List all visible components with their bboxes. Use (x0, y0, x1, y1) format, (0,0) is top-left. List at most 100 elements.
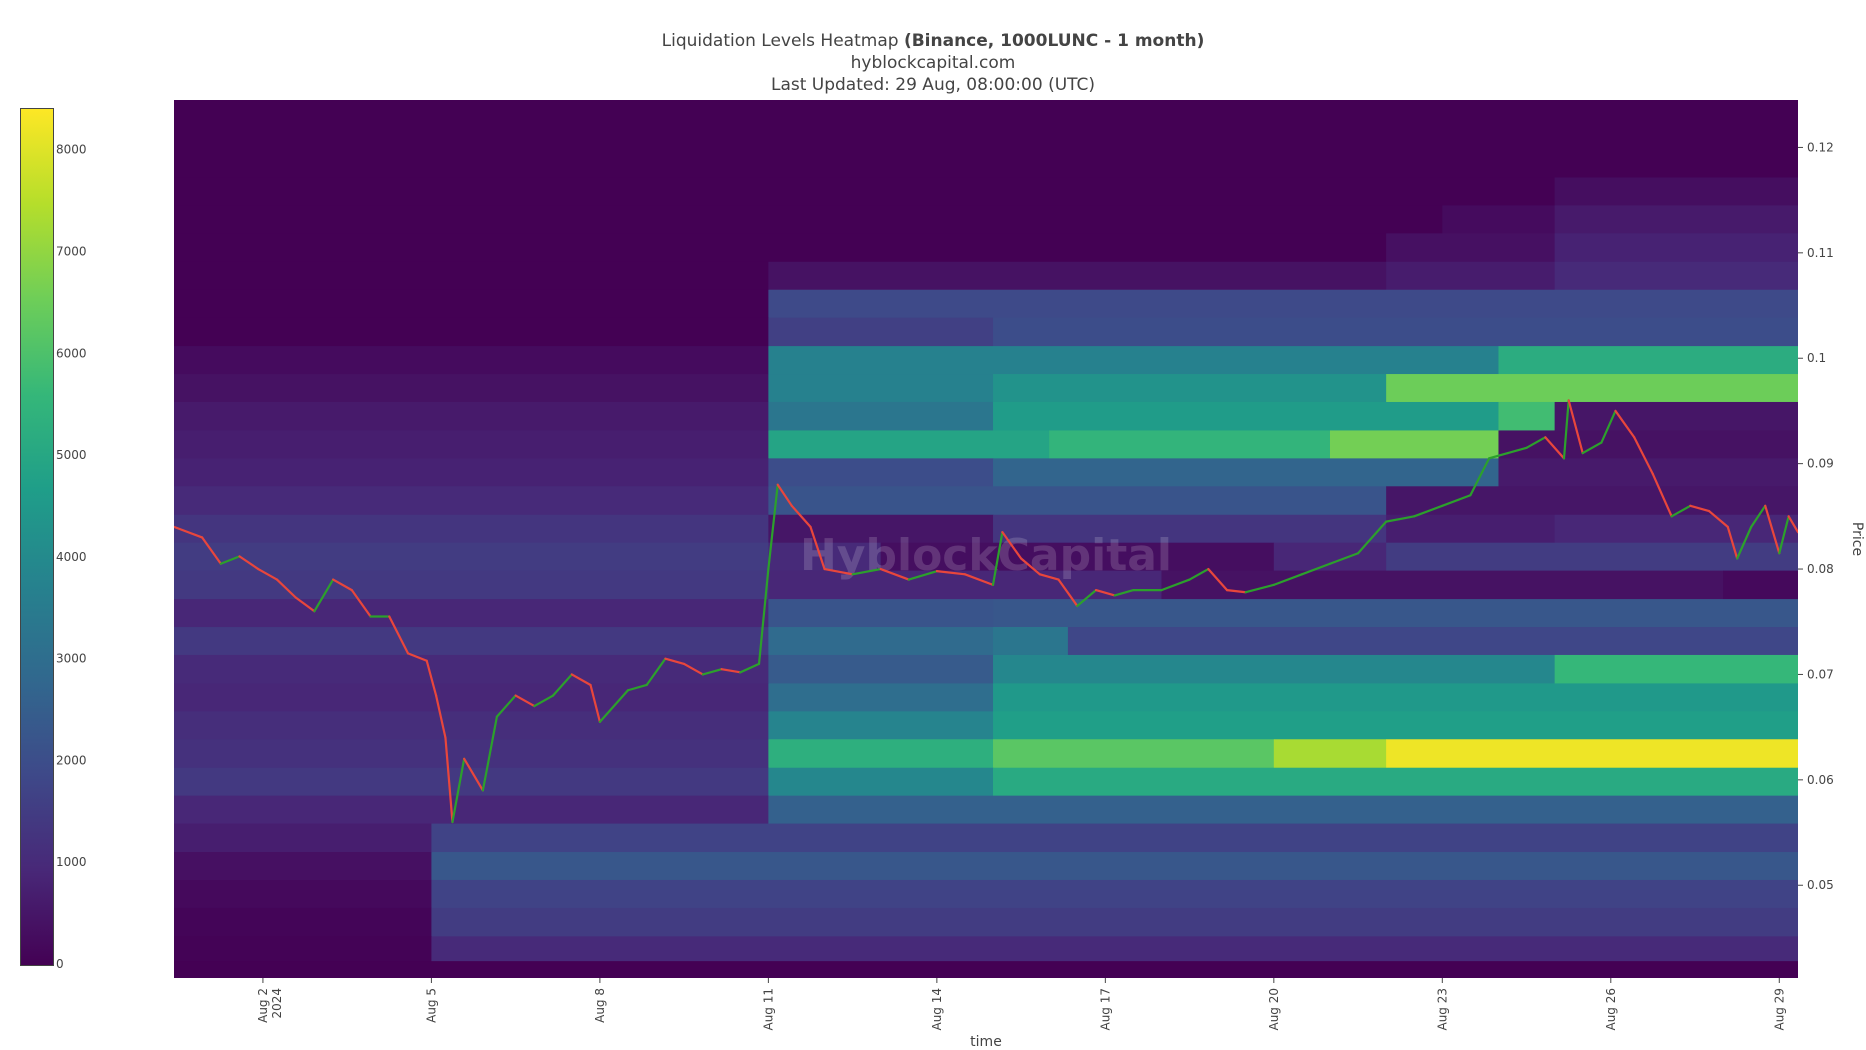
price-segment (275, 578, 297, 599)
heatmap-cell (1498, 401, 1556, 431)
heatmap-cell (768, 346, 1499, 375)
heatmap-cell (1723, 570, 1798, 600)
heatmap-cell (1386, 486, 1798, 516)
price-segment (757, 567, 770, 666)
colorbar-tick-label: 8000 (56, 143, 87, 157)
x-axis-title: time (970, 1034, 1002, 1050)
heatmap-cell (174, 879, 432, 909)
price-segment (1506, 446, 1528, 455)
heatmap-cell (880, 542, 1275, 572)
heatmap-cell (174, 430, 769, 459)
price-segment (1778, 515, 1790, 555)
heatmap-cell (174, 100, 1798, 178)
heatmap-cell (431, 852, 1798, 881)
chart-title-text: Liquidation Levels Heatmap (661, 31, 904, 51)
price-segment (1633, 436, 1655, 476)
price-segment (257, 567, 279, 581)
price-segment (598, 689, 630, 723)
price-segment (495, 694, 517, 718)
heatmap-cell (993, 711, 1798, 740)
heatmap-cell (1386, 542, 1798, 572)
price-segment (481, 715, 499, 792)
heatmap-cell (768, 795, 1798, 825)
price-segment (1272, 573, 1304, 586)
price-segment (1094, 589, 1116, 597)
heatmap-cell (1273, 542, 1387, 572)
heatmap-cell (174, 852, 432, 881)
price-segment (406, 652, 428, 662)
heatmap-cell (1554, 654, 1798, 684)
price-segment (1038, 573, 1060, 581)
heatmap-cell (993, 374, 1387, 403)
chart-title: Liquidation Levels Heatmap (Binance, 100… (0, 30, 1866, 52)
x-tick-label: Aug 20 (1267, 988, 1281, 1031)
price-segment (739, 662, 761, 674)
x-axis: Aug 2 2024 Aug 5 Aug 8 Aug 11 Aug 14 Aug 17 Aug… (256, 978, 1786, 1031)
price-segment (1651, 473, 1673, 518)
chart-title-bold: (Binance, 1000LUNC - 1 month) (903, 31, 1205, 51)
heatmap-cell (768, 739, 994, 769)
heatmap-cell (1386, 374, 1798, 403)
heatmap-cell (768, 683, 994, 712)
price-segment (1385, 515, 1416, 523)
price-segment (991, 531, 1004, 586)
price-segment (350, 589, 372, 618)
price-segment (1581, 441, 1603, 455)
price-segment (1300, 562, 1332, 576)
heatmap-cell (768, 401, 994, 431)
price-segment (1113, 589, 1135, 597)
price-segment (1750, 504, 1767, 528)
price-segment (851, 567, 882, 576)
heatmap-cell (174, 739, 769, 769)
heatmap-cell (174, 823, 432, 853)
price-segment (533, 694, 555, 708)
heatmap-cell (431, 936, 1798, 962)
y-tick-label: 0.07 (1807, 667, 1834, 681)
heatmap-cell (1554, 514, 1798, 544)
colorbar-ticks: 0 1000 2000 3000 4000 5000 6000 7000 8000 (56, 143, 87, 971)
heatmap-cell (174, 401, 769, 431)
price-segment (425, 659, 438, 697)
chart-title-block: Liquidation Levels Heatmap (Binance, 100… (0, 30, 1866, 96)
price-segment (463, 757, 484, 792)
heatmap-cell (768, 654, 994, 684)
heatmap-cell (1386, 514, 1556, 544)
y-axis: 0.05 0.06 0.07 0.08 0.09 0.1 0.11 0.12 (1798, 140, 1834, 892)
price-segment (1787, 515, 1798, 534)
price-segment (1441, 494, 1472, 507)
price-segment (200, 536, 222, 565)
price-segment (589, 683, 601, 723)
heatmap-cell (174, 317, 769, 347)
heatmap-cell (174, 961, 1798, 978)
heatmap-cell (768, 317, 994, 347)
heatmap-cell (1161, 570, 1724, 600)
price-segment (313, 578, 335, 613)
heatmap-cell (993, 683, 1798, 712)
heatmap-cell (993, 458, 1499, 487)
x-tick-label: Aug 26 (1604, 988, 1618, 1031)
price-segment (238, 555, 260, 571)
y-tick-label: 0.11 (1807, 246, 1834, 260)
heatmap-cells (174, 100, 1798, 978)
price-segment (720, 668, 742, 674)
price-segment (570, 673, 592, 687)
x-tick-label: Aug 14 (930, 988, 944, 1031)
heatmap-cell (431, 823, 1798, 853)
price-segment (1328, 552, 1360, 565)
heatmap-cell (1554, 177, 1798, 206)
price-segment (451, 757, 466, 824)
price-segment (776, 483, 793, 507)
x-tick-label: Aug 23 (1435, 988, 1449, 1031)
heatmap-cell (768, 711, 994, 740)
price-segment (823, 567, 854, 576)
price-segment (1562, 399, 1570, 460)
heatmap-cell (174, 261, 769, 291)
price-segment (1057, 578, 1079, 608)
heatmap-cell (768, 458, 994, 487)
y-tick-label: 0.06 (1807, 773, 1834, 787)
price-segment (1614, 409, 1636, 439)
x-tick-label: Aug 2 (256, 988, 270, 1023)
colorbar-tick-label: 2000 (56, 753, 87, 767)
heatmap-cell (768, 374, 994, 403)
